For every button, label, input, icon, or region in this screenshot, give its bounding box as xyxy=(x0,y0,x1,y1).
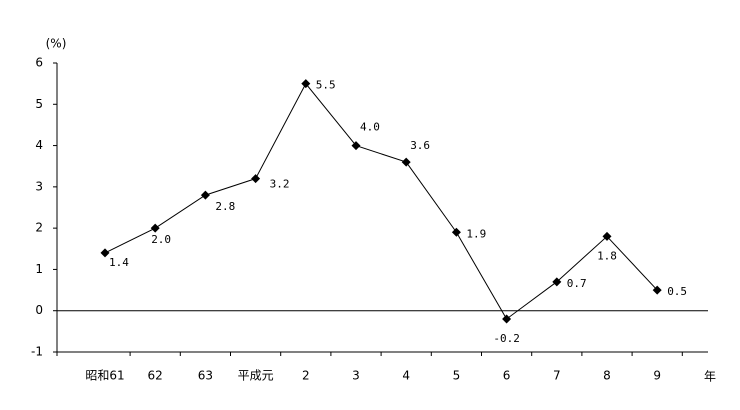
x-tick-label: 6 xyxy=(503,369,511,383)
data-label: 1.4 xyxy=(109,256,129,269)
x-unit-label: 年 xyxy=(704,370,716,384)
marker xyxy=(502,314,512,324)
x-tick-label: 62 xyxy=(148,369,163,383)
marker xyxy=(401,157,411,167)
x-tick-label: 平成元 xyxy=(238,369,274,383)
marker xyxy=(200,190,210,200)
data-label: 0.5 xyxy=(667,285,687,298)
marker xyxy=(100,248,110,258)
data-label: 3.2 xyxy=(270,178,290,191)
data-label: 1.9 xyxy=(466,227,486,240)
x-tick-label: 8 xyxy=(603,369,611,383)
y-tick-label: 5 xyxy=(35,97,43,111)
data-label: 3.6 xyxy=(410,139,430,152)
marker xyxy=(602,231,612,241)
y-tick-label: 1 xyxy=(35,262,43,276)
series-line xyxy=(104,82,658,320)
marker xyxy=(451,227,461,237)
data-label: -0.2 xyxy=(493,332,520,345)
data-label: 2.8 xyxy=(215,200,235,213)
x-tick-label: 4 xyxy=(402,369,410,383)
x-tick-label: 昭和61 xyxy=(85,369,124,383)
y-tick-label: 0 xyxy=(35,303,43,317)
data-label: 5.5 xyxy=(316,79,336,92)
y-tick-label: 2 xyxy=(35,221,43,235)
x-tick-label: 2 xyxy=(302,369,310,383)
marker xyxy=(652,285,662,295)
y-unit-label: (%) xyxy=(46,37,67,51)
data-label: 1.8 xyxy=(597,249,617,262)
y-tick-label: 4 xyxy=(35,138,43,152)
marker xyxy=(150,223,160,233)
y-tick-label: -1 xyxy=(31,345,43,359)
marker xyxy=(301,79,311,89)
x-tick-label: 7 xyxy=(553,369,561,383)
x-tick-label: 5 xyxy=(453,369,461,383)
marker xyxy=(552,277,562,287)
x-tick-label: 3 xyxy=(352,369,360,383)
data-label: 4.0 xyxy=(360,121,380,134)
x-tick-label: 63 xyxy=(198,369,213,383)
marker xyxy=(251,174,261,184)
data-label: 2.0 xyxy=(151,233,171,246)
marker xyxy=(351,141,361,151)
data-label: 0.7 xyxy=(567,277,587,290)
y-tick-label: 3 xyxy=(35,179,43,193)
y-tick-label: 6 xyxy=(35,56,43,70)
x-tick-label: 9 xyxy=(653,369,661,383)
